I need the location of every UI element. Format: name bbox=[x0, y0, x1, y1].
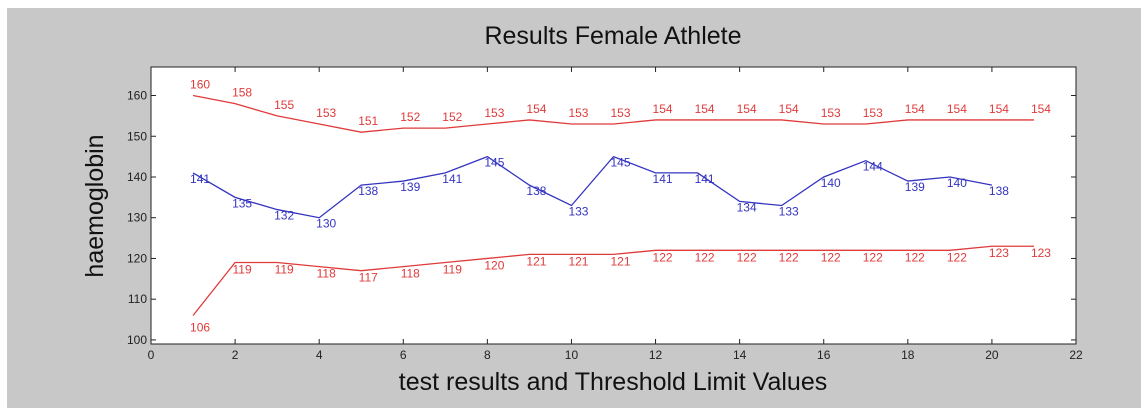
data-label-upper-limit: 154 bbox=[737, 102, 757, 116]
x-tick-label: 16 bbox=[817, 348, 831, 362]
data-label-lower-limit: 122 bbox=[863, 250, 883, 264]
x-tick-label: 6 bbox=[400, 348, 407, 362]
series-line-upper-limit bbox=[192, 94, 1034, 133]
data-label-lower-limit: 123 bbox=[1031, 246, 1051, 260]
data-label-upper-limit: 152 bbox=[400, 110, 420, 124]
data-label-lower-limit: 122 bbox=[905, 250, 925, 264]
y-tick-label: 100 bbox=[127, 333, 147, 347]
data-label-upper-limit: 152 bbox=[442, 110, 462, 124]
data-label-lower-limit: 122 bbox=[737, 250, 757, 264]
data-label-upper-limit: 153 bbox=[610, 106, 630, 120]
data-label-upper-limit: 154 bbox=[779, 102, 799, 116]
x-tick-label: 12 bbox=[649, 348, 663, 362]
x-tick-label: 2 bbox=[232, 348, 239, 362]
data-label-upper-limit: 154 bbox=[695, 102, 715, 116]
data-label-upper-limit: 158 bbox=[232, 86, 252, 100]
series-result: 141 135 132 130 138 139 141 145 138 133 145 141 141 1… bbox=[190, 156, 1009, 231]
data-label-upper-limit: 154 bbox=[905, 102, 925, 116]
data-label-lower-limit: 120 bbox=[484, 258, 504, 272]
x-tick-label: 20 bbox=[985, 348, 999, 362]
data-label-upper-limit: 154 bbox=[1031, 102, 1051, 116]
data-label-lower-limit: 122 bbox=[695, 250, 715, 264]
data-label-lower-limit: 118 bbox=[401, 267, 420, 281]
data-label-result: 138 bbox=[989, 184, 1009, 198]
data-label-upper-limit: 153 bbox=[316, 106, 336, 120]
chart-title: Results Female Athlete bbox=[484, 22, 741, 50]
y-tick-label: 160 bbox=[127, 89, 147, 103]
data-label-result: 133 bbox=[568, 205, 588, 219]
y-tick-label: 150 bbox=[127, 129, 147, 143]
data-label-result: 130 bbox=[316, 217, 336, 231]
data-label-result: 144 bbox=[863, 160, 883, 174]
axis-ticks: 0 2 4 6 8 10 12 14 16 18 20 22 100 110 120 130 140 150 160 bbox=[127, 67, 1083, 362]
data-label-result: 134 bbox=[737, 200, 757, 214]
data-label-lower-limit: 119 bbox=[443, 263, 462, 277]
x-tick-label: 10 bbox=[565, 348, 579, 362]
data-label-lower-limit: 122 bbox=[653, 250, 673, 264]
data-label-lower-limit: 121 bbox=[610, 254, 630, 268]
y-tick-label: 140 bbox=[127, 170, 147, 184]
data-label-upper-limit: 155 bbox=[274, 98, 294, 112]
series-line-lower-limit bbox=[192, 245, 1034, 316]
data-label-result: 140 bbox=[947, 176, 967, 190]
data-label-lower-limit: 106 bbox=[190, 320, 210, 334]
data-label-result: 141 bbox=[442, 172, 462, 186]
data-label-lower-limit: 123 bbox=[989, 246, 1009, 260]
data-label-upper-limit: 151 bbox=[358, 114, 378, 128]
data-label-result: 145 bbox=[610, 156, 630, 170]
x-tick-label: 22 bbox=[1069, 348, 1083, 362]
series-layer: 160 158 155 153 151 152 152 153 154 153 153 154 154 1… bbox=[190, 78, 1051, 335]
data-label-result: 138 bbox=[526, 184, 546, 198]
data-label-result: 138 bbox=[358, 184, 378, 198]
data-label-lower-limit: 122 bbox=[779, 250, 799, 264]
data-label-upper-limit: 154 bbox=[526, 102, 546, 116]
data-label-upper-limit: 153 bbox=[821, 106, 841, 120]
data-label-result: 145 bbox=[484, 156, 504, 170]
data-label-upper-limit: 154 bbox=[653, 102, 673, 116]
data-label-lower-limit: 117 bbox=[359, 271, 378, 285]
series-line-result bbox=[192, 155, 993, 219]
plot-area bbox=[150, 66, 1077, 345]
y-axis-label: haemoglobin bbox=[81, 134, 109, 277]
data-label-lower-limit: 121 bbox=[568, 254, 588, 268]
x-tick-label: 14 bbox=[733, 348, 747, 362]
x-tick-label: 4 bbox=[316, 348, 323, 362]
data-label-result: 139 bbox=[400, 180, 420, 194]
x-tick-label: 0 bbox=[148, 348, 155, 362]
data-label-upper-limit: 153 bbox=[568, 106, 588, 120]
series-lower-limit: 106 119 119 118 117 118 119 120 121 121 121 122 122 1… bbox=[190, 245, 1051, 334]
data-label-result: 135 bbox=[232, 196, 252, 210]
data-label-lower-limit: 119 bbox=[275, 263, 294, 277]
y-tick-label: 110 bbox=[128, 292, 147, 306]
data-label-upper-limit: 154 bbox=[947, 102, 967, 116]
data-label-lower-limit: 121 bbox=[526, 254, 546, 268]
data-label-upper-limit: 153 bbox=[484, 106, 504, 120]
data-label-result: 141 bbox=[695, 172, 715, 186]
data-label-lower-limit: 122 bbox=[821, 250, 841, 264]
data-label-result: 141 bbox=[190, 172, 210, 186]
data-label-result: 140 bbox=[821, 176, 841, 190]
data-label-result: 133 bbox=[779, 205, 799, 219]
x-tick-label: 8 bbox=[484, 348, 491, 362]
data-label-upper-limit: 153 bbox=[863, 106, 883, 120]
y-tick-label: 120 bbox=[127, 251, 147, 265]
data-label-result: 139 bbox=[905, 180, 925, 194]
data-label-upper-limit: 160 bbox=[190, 78, 210, 92]
series-upper-limit: 160 158 155 153 151 152 152 153 154 153 153 154 154 1… bbox=[190, 78, 1051, 133]
y-tick-label: 130 bbox=[127, 211, 147, 225]
data-label-result: 132 bbox=[274, 209, 294, 223]
data-label-lower-limit: 119 bbox=[233, 263, 252, 277]
data-label-lower-limit: 122 bbox=[947, 250, 967, 264]
x-tick-label: 18 bbox=[901, 348, 915, 362]
data-label-result: 141 bbox=[653, 172, 673, 186]
x-axis-label: test results and Threshold Limit Values bbox=[399, 368, 827, 396]
data-label-upper-limit: 154 bbox=[989, 102, 1009, 116]
data-label-lower-limit: 118 bbox=[317, 267, 336, 281]
